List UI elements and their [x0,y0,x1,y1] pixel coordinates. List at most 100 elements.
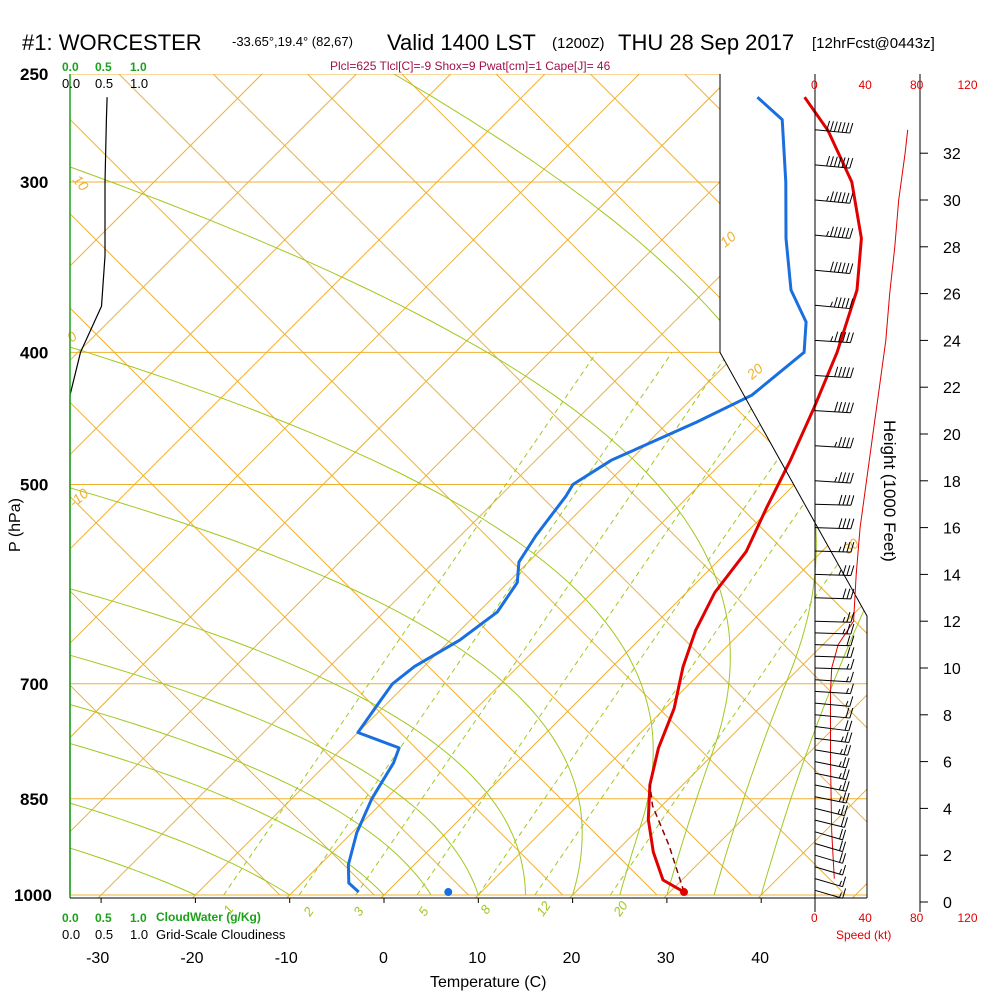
wind-barb-staff [814,667,851,670]
wind-barb-flag [833,191,838,202]
wind-barb-staff [814,375,851,379]
wind-barb-half-flag [837,808,841,815]
wind-barb-flag [844,720,849,731]
wind-barb-flag [849,193,854,204]
mixing-ratio-label: 3 [350,904,367,919]
wind-barb-staff [814,784,847,792]
dry-adiabat-label: 20 [743,360,766,383]
dewpoint-line [346,96,808,894]
wind-barb [814,696,854,707]
temperature-tick-label: 10 [468,950,486,967]
wind-barb-flag [846,612,851,623]
wind-barb-flag [826,155,831,167]
wind-barb-staff [814,807,845,817]
wind-barb-flag [849,158,854,169]
moist-adiabat-line [70,74,654,896]
cloudiness-bottom-tick-label: 1.0 [130,927,148,942]
temperature-tick-label: -30 [86,950,109,967]
wind-barb-staff [814,620,851,623]
wind-barb [814,472,854,484]
valid-time: Valid 1400 LST [387,30,536,55]
wind-barb-flag [845,192,850,204]
wind-barb-flag [838,366,843,378]
wind-barb-half-flag [845,700,849,707]
dry-adiabat-line [70,74,469,896]
wind-barb-flag [844,805,848,816]
wind-barb [814,720,853,732]
wind-barb-staff [814,597,851,600]
wind-barb-flag [849,472,854,484]
wind-barb-flag [842,518,847,529]
wind-barb-flag [846,647,851,658]
wind-barb-flag [842,876,847,887]
wind-barb-half-flag [838,796,842,802]
speed-bottom-tick-label: 0 [811,911,818,925]
speed-top-tick-label: 120 [958,78,978,92]
wind-barb-flag [850,623,855,635]
wind-barb-flag [844,731,849,743]
wind-barb-flag [845,781,850,792]
moist-adiabat-line [70,74,583,896]
isotherm-line [70,74,489,898]
wind-barb-staff [814,679,851,683]
wind-barb-flag [837,156,842,168]
mixing-ratio-line [609,352,867,896]
wind-barb-flag [849,402,854,413]
wind-barb-flag [850,635,855,646]
wind-barb-flag [849,332,854,343]
wind-barb-flag [850,495,855,506]
wind-barb-flag [846,635,851,646]
temperature-tick-label: 30 [657,950,675,967]
wind-barb-flag [846,437,850,448]
wind-barb-staff [814,772,847,781]
wind-barb-flag [834,401,839,412]
wind-barb-flag [845,769,850,780]
dry-adiabat-line [511,74,867,896]
wind-barb-flag [842,588,847,599]
isotherm-line [637,74,867,898]
wind-barb-flag [841,262,846,273]
wind-barb-flag [837,192,842,203]
wind-barb-flag [842,437,847,448]
wind-barb-flag [849,671,854,683]
wind-barb-flag [848,720,853,731]
dry-adiabat-line [70,74,564,896]
wind-barb-staff [814,503,851,506]
isotherm-line [70,74,584,898]
cloudiness-top-tick-label: 1.0 [130,76,148,91]
dry-adiabat-label: 0 [64,328,80,345]
height-tick-label: 28 [943,240,961,257]
wind-barb-flag [837,121,842,133]
speed-axis-title: Speed (kt) [836,928,891,942]
cloudwater-top-tick-label: 0.5 [95,60,112,74]
wind-barb-half-flag [838,784,842,791]
wind-barb-flag [842,841,847,852]
dry-adiabat-line [228,74,867,896]
wind-barb-flag [837,297,842,308]
wind-barb-half-flag [838,773,842,779]
wind-barb-half-flag [838,761,842,767]
dry-adiabat-line [70,74,846,896]
wind-barb-staff [814,480,851,484]
pressure-tick-label: 400 [20,343,48,362]
wind-barb-flag [833,226,838,238]
wind-barb-flag [849,696,854,707]
wind-barb-staff [814,737,849,744]
speed-top-tick-label: 80 [910,78,924,92]
wind-barb [814,437,854,449]
wind-barb [814,191,854,204]
wind-barb-staff [814,831,843,841]
wind-barb-flag [849,228,854,239]
wind-barb-flag [842,331,847,343]
wind-barb [814,658,855,670]
wind-barb-staff [814,527,851,530]
cloudwater-axis-title: CloudWater (g/Kg) [156,910,261,924]
wind-barb-flag [841,297,846,308]
wind-barb-flag [846,588,851,599]
wind-barb-flag [849,298,854,309]
cloudiness-axis-title: Grid-Scale Cloudiness [156,927,286,942]
wind-barb-half-flag [839,880,842,886]
wind-barb [814,864,847,876]
wind-barb [814,671,854,683]
valid-date: THU 28 Sep 2017 [618,30,794,55]
